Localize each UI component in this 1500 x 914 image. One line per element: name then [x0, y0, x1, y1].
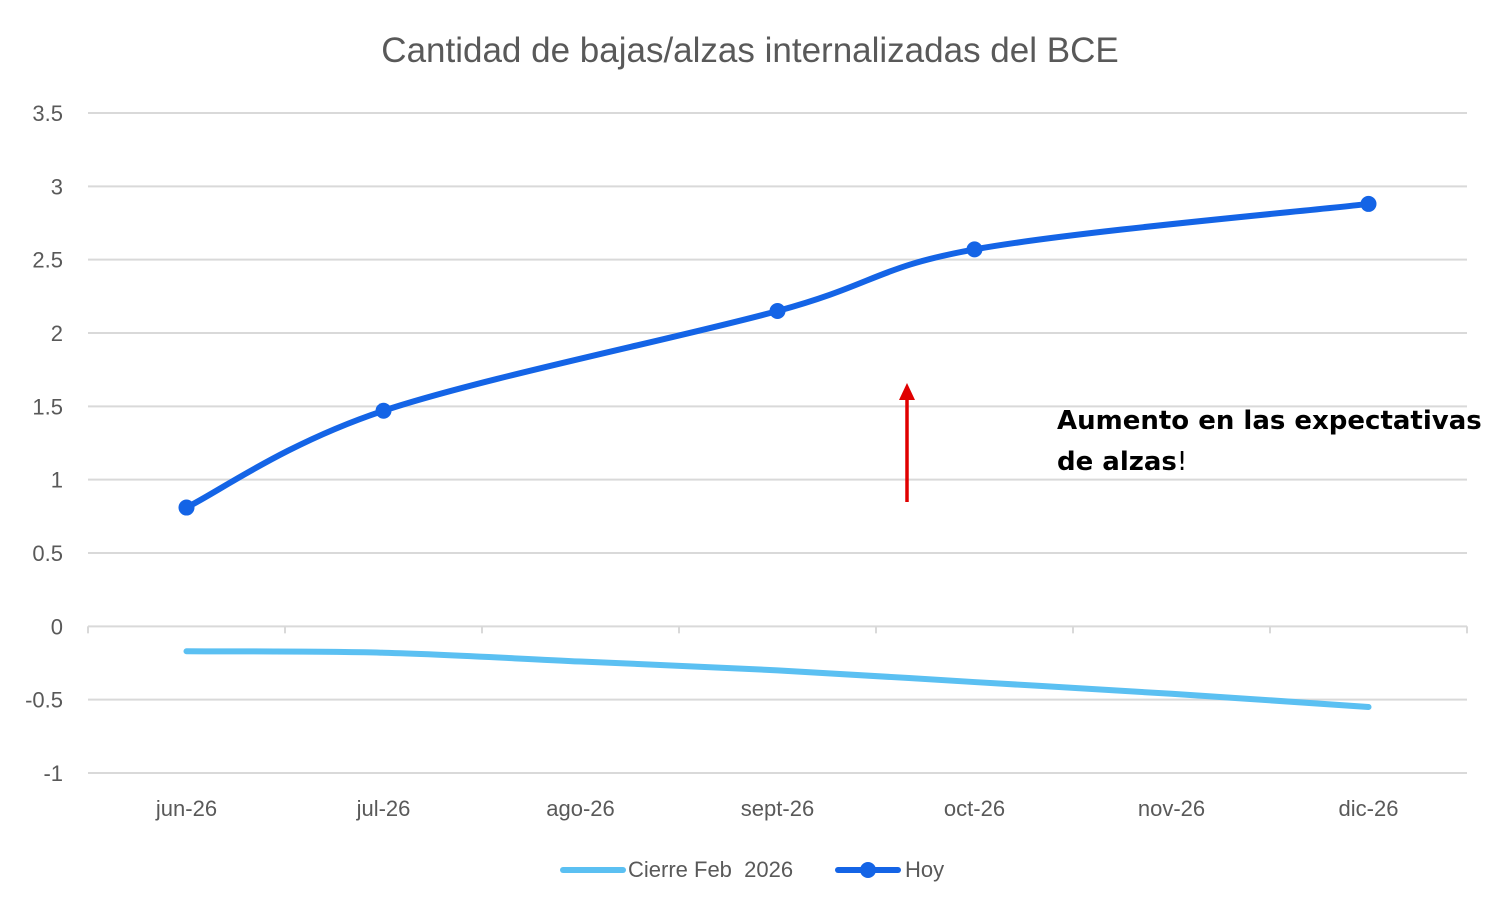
legend-label-cierre: Cierre Feb 2026 — [628, 857, 793, 882]
y-tick-label: 1.5 — [32, 394, 63, 419]
x-tick-label: jun-26 — [155, 796, 217, 821]
x-tick-label: jul-26 — [356, 796, 411, 821]
x-tick-label: ago-26 — [546, 796, 615, 821]
y-tick-label: 0 — [51, 614, 63, 639]
annotation-line-2: de alzas! — [1057, 447, 1187, 477]
annotation-line-1: Aumento en las expectativas — [1057, 406, 1482, 436]
data-point-hoy — [769, 303, 786, 319]
legend: Cierre Feb 2026 Hoy — [560, 857, 944, 882]
y-axis-ticks: 3.5 3 2.5 2 1.5 1 0.5 0 -0.5 -1 — [25, 101, 63, 786]
y-tick-label: -1 — [43, 761, 63, 786]
legend-marker-hoy — [860, 862, 876, 878]
y-tick-label: 2.5 — [32, 248, 63, 273]
data-point-hoy — [375, 402, 392, 419]
data-point-hoy — [966, 241, 983, 258]
annotation: Aumento en las expectativas de alzas! — [899, 383, 1482, 502]
x-tick-label: sept-26 — [741, 796, 814, 821]
y-tick-label: -0.5 — [25, 688, 63, 713]
chart-title: Cantidad de bajas/alzas internalizadas d… — [381, 31, 1118, 70]
data-point-hoy — [1360, 195, 1377, 212]
gridlines — [88, 112, 1467, 774]
annotation-exclamation: ! — [1177, 447, 1187, 477]
y-tick-label: 3.5 — [32, 101, 63, 126]
y-tick-label: 3 — [51, 174, 63, 199]
x-tick-label: oct-26 — [944, 796, 1005, 821]
legend-item-hoy: Hoy — [835, 857, 944, 882]
x-tick-label: nov-26 — [1138, 796, 1205, 821]
x-axis — [87, 625, 1468, 634]
series — [178, 195, 1377, 710]
x-tick-label: dic-26 — [1339, 796, 1399, 821]
y-tick-label: 0.5 — [32, 541, 63, 566]
y-tick-label: 1 — [51, 468, 63, 493]
x-axis-ticks: jun-26 jul-26 ago-26 sept-26 oct-26 nov-26 dic… — [155, 796, 1399, 821]
annotation-line-2-text: de alzas — [1057, 447, 1177, 477]
legend-item-cierre: Cierre Feb 2026 — [560, 857, 793, 882]
y-tick-label: 2 — [51, 321, 63, 346]
series-line-cierre — [183, 648, 1372, 710]
data-point-hoy — [178, 499, 195, 516]
up-arrow-icon — [899, 383, 915, 400]
series-line-hoy — [183, 200, 1372, 511]
legend-label-hoy: Hoy — [905, 857, 944, 882]
